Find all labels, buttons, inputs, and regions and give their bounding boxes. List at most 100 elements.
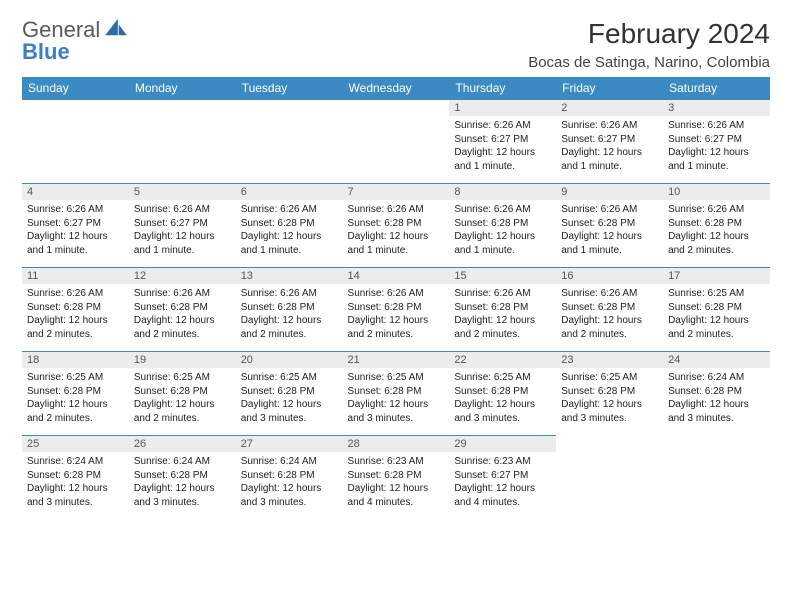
day-number: 14	[343, 268, 450, 284]
day-number: 2	[556, 100, 663, 116]
calendar-cell: 22Sunrise: 6:25 AMSunset: 6:28 PMDayligh…	[449, 352, 556, 436]
day-number: 19	[129, 352, 236, 368]
day-details: Sunrise: 6:25 AMSunset: 6:28 PMDaylight:…	[22, 368, 129, 435]
calendar-row: 11Sunrise: 6:26 AMSunset: 6:28 PMDayligh…	[22, 268, 770, 352]
day-details: Sunrise: 6:26 AMSunset: 6:27 PMDaylight:…	[663, 116, 770, 183]
calendar-cell: 14Sunrise: 6:26 AMSunset: 6:28 PMDayligh…	[343, 268, 450, 352]
day-details: Sunrise: 6:26 AMSunset: 6:27 PMDaylight:…	[22, 200, 129, 267]
day-number: 7	[343, 184, 450, 200]
calendar-cell: 10Sunrise: 6:26 AMSunset: 6:28 PMDayligh…	[663, 184, 770, 268]
calendar-cell: 8Sunrise: 6:26 AMSunset: 6:28 PMDaylight…	[449, 184, 556, 268]
calendar-cell-empty	[343, 100, 450, 184]
day-details: Sunrise: 6:26 AMSunset: 6:28 PMDaylight:…	[236, 284, 343, 351]
calendar-cell: 15Sunrise: 6:26 AMSunset: 6:28 PMDayligh…	[449, 268, 556, 352]
day-number: 4	[22, 184, 129, 200]
weekday-header: Wednesday	[343, 77, 450, 100]
calendar-cell-empty	[663, 436, 770, 520]
calendar-cell: 4Sunrise: 6:26 AMSunset: 6:27 PMDaylight…	[22, 184, 129, 268]
day-details: Sunrise: 6:26 AMSunset: 6:28 PMDaylight:…	[343, 200, 450, 267]
calendar-cell: 19Sunrise: 6:25 AMSunset: 6:28 PMDayligh…	[129, 352, 236, 436]
day-number: 1	[449, 100, 556, 116]
day-number: 11	[22, 268, 129, 284]
weekday-header: Friday	[556, 77, 663, 100]
location: Bocas de Satinga, Narino, Colombia	[528, 54, 770, 71]
calendar-cell-empty	[556, 436, 663, 520]
day-number: 27	[236, 436, 343, 452]
day-number: 28	[343, 436, 450, 452]
title-block: February 2024 Bocas de Satinga, Narino, …	[528, 18, 770, 71]
calendar-cell: 2Sunrise: 6:26 AMSunset: 6:27 PMDaylight…	[556, 100, 663, 184]
calendar-cell: 20Sunrise: 6:25 AMSunset: 6:28 PMDayligh…	[236, 352, 343, 436]
day-number: 8	[449, 184, 556, 200]
day-details: Sunrise: 6:25 AMSunset: 6:28 PMDaylight:…	[556, 368, 663, 435]
sail-icon	[105, 19, 127, 37]
day-number: 3	[663, 100, 770, 116]
calendar-cell: 9Sunrise: 6:26 AMSunset: 6:28 PMDaylight…	[556, 184, 663, 268]
weekday-header: Thursday	[449, 77, 556, 100]
calendar-cell: 27Sunrise: 6:24 AMSunset: 6:28 PMDayligh…	[236, 436, 343, 520]
day-number: 12	[129, 268, 236, 284]
calendar-cell: 5Sunrise: 6:26 AMSunset: 6:27 PMDaylight…	[129, 184, 236, 268]
day-number: 18	[22, 352, 129, 368]
day-number: 15	[449, 268, 556, 284]
day-details: Sunrise: 6:26 AMSunset: 6:28 PMDaylight:…	[449, 200, 556, 267]
weekday-header: Sunday	[22, 77, 129, 100]
day-details: Sunrise: 6:26 AMSunset: 6:27 PMDaylight:…	[449, 116, 556, 183]
calendar-table: SundayMondayTuesdayWednesdayThursdayFrid…	[22, 77, 770, 519]
calendar-cell: 29Sunrise: 6:23 AMSunset: 6:27 PMDayligh…	[449, 436, 556, 520]
calendar-cell: 6Sunrise: 6:26 AMSunset: 6:28 PMDaylight…	[236, 184, 343, 268]
day-number: 23	[556, 352, 663, 368]
calendar-cell: 7Sunrise: 6:26 AMSunset: 6:28 PMDaylight…	[343, 184, 450, 268]
day-details: Sunrise: 6:24 AMSunset: 6:28 PMDaylight:…	[22, 452, 129, 519]
day-details: Sunrise: 6:26 AMSunset: 6:28 PMDaylight:…	[236, 200, 343, 267]
calendar-cell: 13Sunrise: 6:26 AMSunset: 6:28 PMDayligh…	[236, 268, 343, 352]
day-number: 16	[556, 268, 663, 284]
day-details: Sunrise: 6:24 AMSunset: 6:28 PMDaylight:…	[129, 452, 236, 519]
day-details: Sunrise: 6:25 AMSunset: 6:28 PMDaylight:…	[449, 368, 556, 435]
day-details: Sunrise: 6:25 AMSunset: 6:28 PMDaylight:…	[236, 368, 343, 435]
day-details: Sunrise: 6:26 AMSunset: 6:28 PMDaylight:…	[449, 284, 556, 351]
weekday-header-row: SundayMondayTuesdayWednesdayThursdayFrid…	[22, 77, 770, 100]
logo: General Blue	[22, 18, 127, 64]
day-number: 25	[22, 436, 129, 452]
day-number: 6	[236, 184, 343, 200]
calendar-cell: 1Sunrise: 6:26 AMSunset: 6:27 PMDaylight…	[449, 100, 556, 184]
calendar-cell-empty	[236, 100, 343, 184]
day-details: Sunrise: 6:24 AMSunset: 6:28 PMDaylight:…	[236, 452, 343, 519]
weekday-header: Monday	[129, 77, 236, 100]
day-number: 26	[129, 436, 236, 452]
calendar-cell: 25Sunrise: 6:24 AMSunset: 6:28 PMDayligh…	[22, 436, 129, 520]
day-details: Sunrise: 6:26 AMSunset: 6:28 PMDaylight:…	[663, 200, 770, 267]
logo-word2: Blue	[22, 39, 70, 64]
day-details: Sunrise: 6:25 AMSunset: 6:28 PMDaylight:…	[343, 368, 450, 435]
day-number: 17	[663, 268, 770, 284]
calendar-cell: 21Sunrise: 6:25 AMSunset: 6:28 PMDayligh…	[343, 352, 450, 436]
day-number: 5	[129, 184, 236, 200]
calendar-cell: 23Sunrise: 6:25 AMSunset: 6:28 PMDayligh…	[556, 352, 663, 436]
calendar-cell: 18Sunrise: 6:25 AMSunset: 6:28 PMDayligh…	[22, 352, 129, 436]
day-number: 9	[556, 184, 663, 200]
day-details: Sunrise: 6:26 AMSunset: 6:27 PMDaylight:…	[556, 116, 663, 183]
calendar-body: 1Sunrise: 6:26 AMSunset: 6:27 PMDaylight…	[22, 100, 770, 520]
calendar-cell: 26Sunrise: 6:24 AMSunset: 6:28 PMDayligh…	[129, 436, 236, 520]
calendar-cell: 12Sunrise: 6:26 AMSunset: 6:28 PMDayligh…	[129, 268, 236, 352]
day-details: Sunrise: 6:23 AMSunset: 6:27 PMDaylight:…	[449, 452, 556, 519]
day-details: Sunrise: 6:26 AMSunset: 6:28 PMDaylight:…	[556, 200, 663, 267]
calendar-cell: 11Sunrise: 6:26 AMSunset: 6:28 PMDayligh…	[22, 268, 129, 352]
calendar-cell-empty	[129, 100, 236, 184]
day-details: Sunrise: 6:26 AMSunset: 6:28 PMDaylight:…	[129, 284, 236, 351]
calendar-row: 25Sunrise: 6:24 AMSunset: 6:28 PMDayligh…	[22, 436, 770, 520]
calendar-cell: 17Sunrise: 6:25 AMSunset: 6:28 PMDayligh…	[663, 268, 770, 352]
calendar-cell: 28Sunrise: 6:23 AMSunset: 6:28 PMDayligh…	[343, 436, 450, 520]
weekday-header: Tuesday	[236, 77, 343, 100]
calendar-cell: 16Sunrise: 6:26 AMSunset: 6:28 PMDayligh…	[556, 268, 663, 352]
calendar-row: 18Sunrise: 6:25 AMSunset: 6:28 PMDayligh…	[22, 352, 770, 436]
day-details: Sunrise: 6:26 AMSunset: 6:27 PMDaylight:…	[129, 200, 236, 267]
day-number: 20	[236, 352, 343, 368]
day-details: Sunrise: 6:26 AMSunset: 6:28 PMDaylight:…	[556, 284, 663, 351]
calendar-row: 1Sunrise: 6:26 AMSunset: 6:27 PMDaylight…	[22, 100, 770, 184]
day-number: 22	[449, 352, 556, 368]
day-number: 21	[343, 352, 450, 368]
day-number: 29	[449, 436, 556, 452]
weekday-header: Saturday	[663, 77, 770, 100]
